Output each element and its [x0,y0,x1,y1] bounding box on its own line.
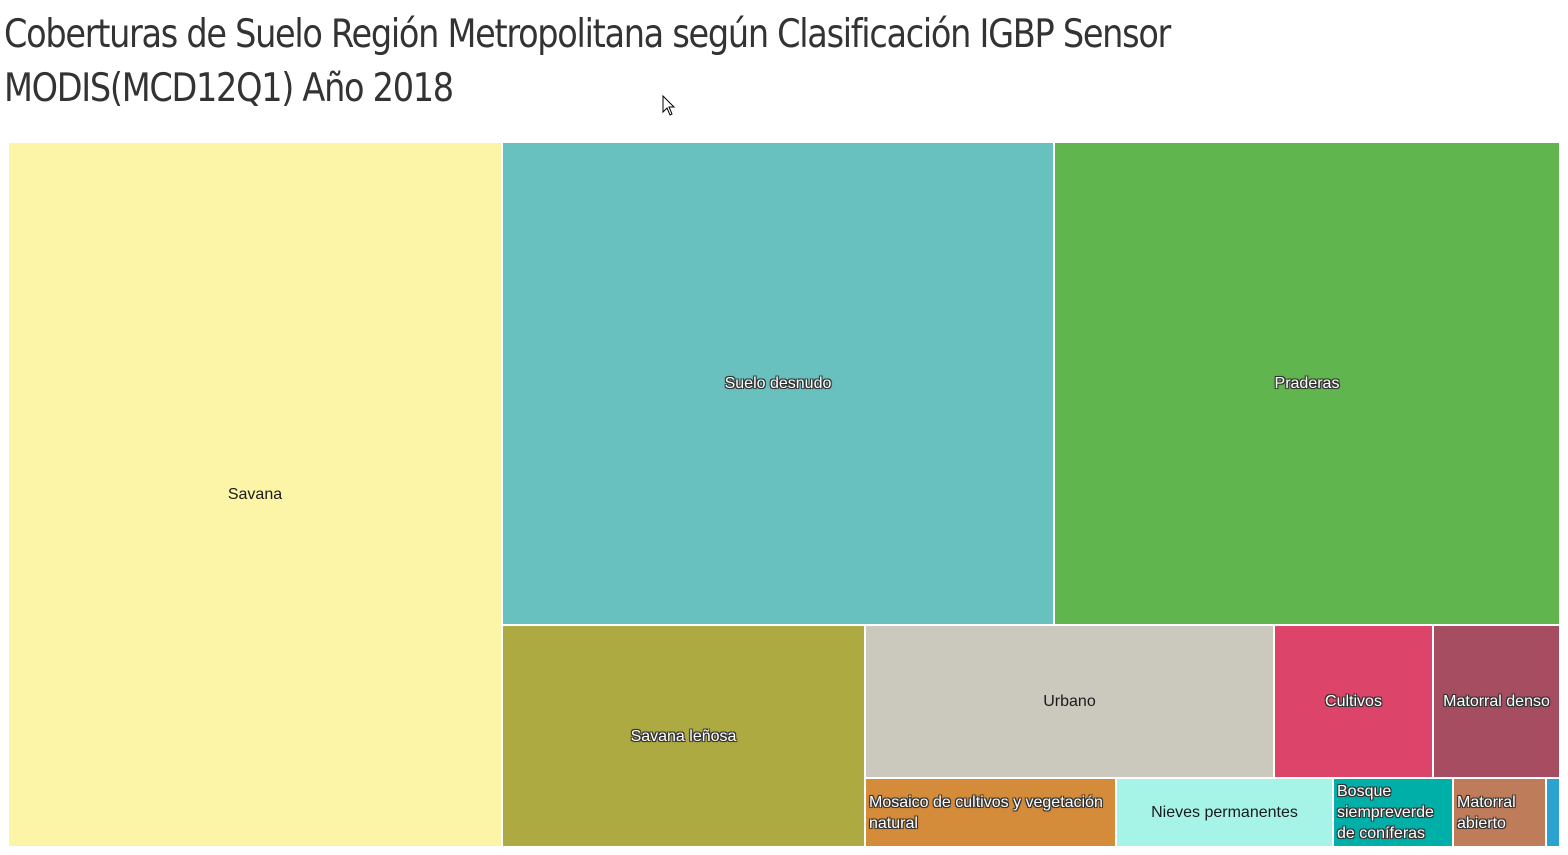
treemap-tile-label: Savana leñosa [630,727,737,745]
mouse-cursor-icon [662,95,676,116]
treemap-tile[interactable]: Praderas [1054,142,1560,625]
treemap-tile[interactable]: Suelo desnudo [502,142,1054,625]
treemap-tile[interactable]: Urbano [865,625,1274,778]
treemap-tile-label: Savana [227,486,283,503]
treemap-tile[interactable]: Nieves permanentes [1116,778,1333,847]
treemap-tile[interactable]: Bosque siempreverde de coníferas [1333,778,1453,847]
treemap-tile[interactable]: Matorral abierto [1453,778,1546,847]
treemap-tile[interactable] [1546,778,1560,847]
treemap-tile[interactable]: Savana [8,142,502,847]
treemap-tile-label: Nieves permanentes [1151,804,1298,821]
treemap-tile-label: Matorral denso [1443,693,1550,710]
treemap-tile-label: Mosaico de cultivos y vegetación natural [869,793,1103,832]
treemap-tile[interactable]: Mosaico de cultivos y vegetación natural [865,778,1116,847]
treemap-tile-label: Urbano [1043,693,1096,710]
treemap-tile-label: Bosque siempreverde de coníferas [1337,783,1434,842]
treemap-tile[interactable]: Cultivos [1274,625,1433,778]
treemap-tile[interactable]: Savana leñosa [502,625,865,847]
treemap-tile-label: Suelo desnudo [724,375,832,392]
treemap-tile-label: Matorral abierto [1457,793,1516,832]
treemap-chart: Savana Suelo desnudo Praderas Savana leñosa… [8,142,1560,847]
treemap-tile[interactable]: Matorral denso [1433,625,1560,778]
treemap-tile-label: Praderas [1274,375,1340,392]
chart-title: Coberturas de Suelo Región Metropolitana… [4,12,1171,111]
treemap-tile-label: Cultivos [1325,693,1382,710]
